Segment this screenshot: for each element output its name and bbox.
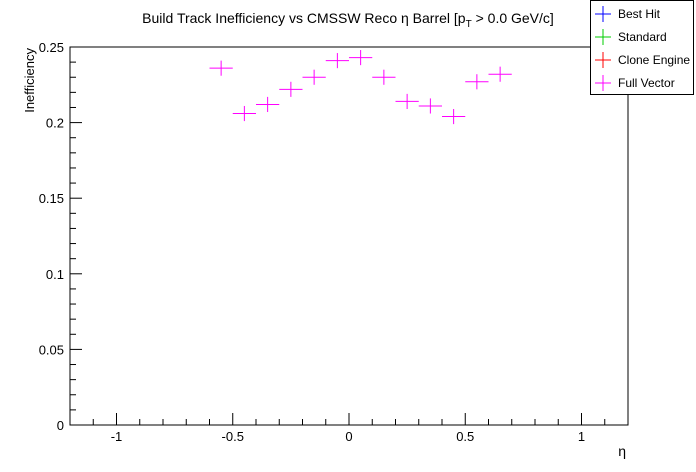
data-point	[442, 108, 466, 125]
plot-frame	[69, 46, 629, 426]
data-point	[232, 105, 256, 122]
data-point	[488, 66, 512, 82]
data-points	[209, 50, 512, 125]
legend-marker	[595, 52, 611, 68]
chart-title-sub: T	[466, 19, 472, 30]
axes: -1 -0.5 0 0.5 1 0 0.05 0.1 0.15 0.2 0.25	[39, 40, 629, 444]
x-axis-label: η	[618, 443, 626, 459]
x-tick-label: -0.5	[222, 429, 244, 444]
data-point	[418, 98, 442, 114]
legend-label: Standard	[618, 30, 667, 44]
legend-label: Clone Engine	[618, 53, 691, 67]
x-tick-label: 1	[578, 429, 585, 444]
data-point	[372, 69, 396, 85]
y-tick-label: 0	[57, 418, 64, 433]
legend-marker	[595, 75, 611, 91]
data-point	[349, 50, 373, 66]
data-point	[302, 69, 326, 85]
legend-label: Full Vector	[618, 76, 675, 90]
data-point	[395, 93, 419, 109]
y-tick-label: 0.1	[46, 267, 64, 282]
legend: Best Hit Standard Clone Engine Full Vector	[590, 0, 694, 95]
data-point	[256, 96, 280, 113]
x-tick-label: -1	[111, 429, 123, 444]
legend-entry: Full Vector	[591, 71, 693, 95]
chart-title-tail: > 0.0 GeV/c]	[472, 10, 554, 26]
data-point	[279, 81, 303, 97]
legend-marker	[595, 6, 611, 22]
x-tick-label: 0	[345, 429, 352, 444]
chart-title-main: Build Track Inefficiency vs CMSSW Reco η…	[142, 10, 466, 26]
legend-entry: Standard	[591, 25, 693, 49]
legend-entry: Best Hit	[591, 2, 693, 26]
y-tick-label: 0.05	[39, 342, 64, 357]
x-tick-label: 0.5	[456, 429, 474, 444]
y-tick-label: 0.15	[39, 191, 64, 206]
y-tick-label: 0.2	[46, 116, 64, 131]
y-axis-label: Inefficiency	[22, 48, 37, 113]
data-point	[325, 53, 349, 69]
y-tick-label: 0.25	[39, 40, 64, 55]
chart-title: Build Track Inefficiency vs CMSSW Reco η…	[142, 10, 554, 30]
data-point	[209, 60, 233, 76]
legend-marker	[595, 29, 611, 45]
legend-entry: Clone Engine	[591, 48, 693, 72]
data-point	[465, 74, 489, 90]
legend-label: Best Hit	[618, 7, 661, 21]
